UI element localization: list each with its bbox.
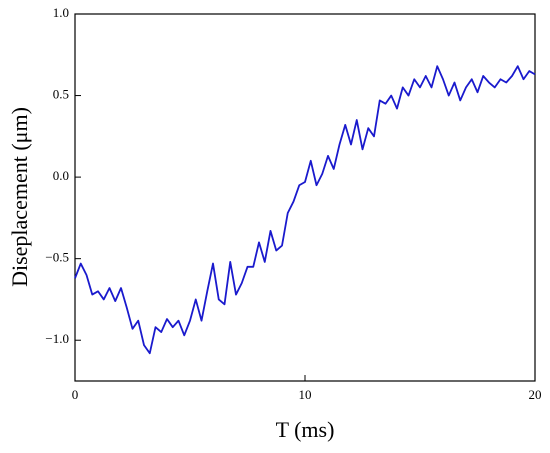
plot-frame bbox=[74, 13, 536, 382]
y-tick-label: −0.5 bbox=[45, 250, 69, 265]
x-tick-label: 0 bbox=[72, 387, 79, 402]
y-tick-label: 0.0 bbox=[53, 168, 69, 183]
data-line bbox=[74, 65, 536, 355]
x-axis-label: T (ms) bbox=[276, 417, 335, 442]
y-tick-label: 1.0 bbox=[53, 5, 69, 20]
y-axis-label: Diseplacement (μm) bbox=[7, 107, 32, 287]
y-tick-label: 0.5 bbox=[53, 87, 69, 102]
x-tick-label: 20 bbox=[529, 387, 542, 402]
x-tick-label: 10 bbox=[299, 387, 312, 402]
y-tick-label: −1.0 bbox=[45, 331, 69, 346]
